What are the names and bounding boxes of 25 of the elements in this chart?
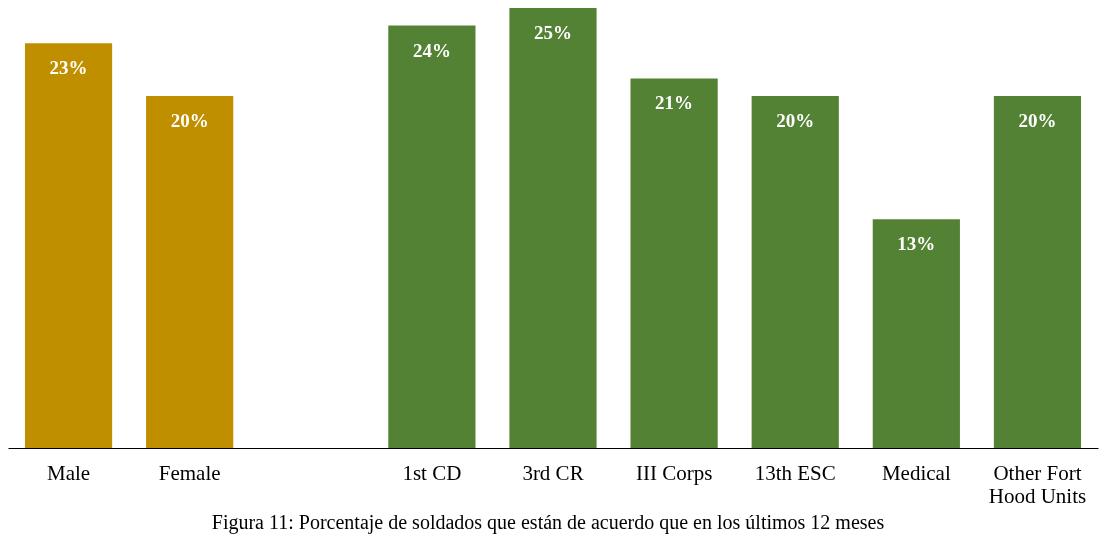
data-label: 25% [534,22,572,43]
data-label: 24% [412,39,451,61]
data-label: 20% [170,110,209,131]
bar [751,96,839,448]
data-label: 20% [776,110,815,131]
x-tick-label: Other Fort Hood Units [988,460,1087,508]
bar [993,96,1082,448]
x-tick-label: 13th ESC [754,460,836,485]
data-label: 21% [655,92,694,114]
x-tick-label: Male [46,460,91,485]
x-tick-label: Female [158,460,221,485]
data-label: 20% [1018,110,1057,131]
x-tick-label: 1st CD [402,460,462,485]
bar [146,96,234,448]
x-tick-label: Medical [881,460,951,485]
text: Figura 11: Porcentaje de soldados que están de acuerdo que en los últimos 12 meses [211,511,885,534]
data-label: 13% [897,233,936,255]
x-tick-label: 3rd CR [522,460,584,485]
bar [509,8,597,448]
bar [630,78,718,448]
bar [388,25,476,448]
bar [24,43,113,448]
x-tick-label: III Corps [635,460,713,485]
data-label: 23% [49,57,88,79]
bar [872,219,960,448]
